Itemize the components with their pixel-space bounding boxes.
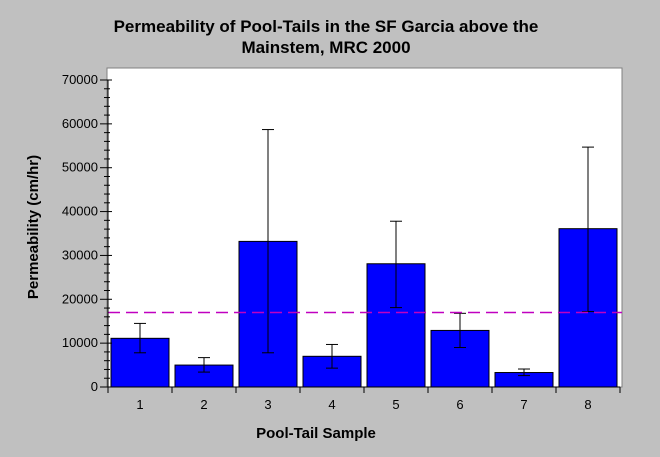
x-axis-title: Pool-Tail Sample [256,425,376,442]
y-tick-label-10000: 10000 [62,335,98,350]
y-tick-label-40000: 40000 [62,204,98,219]
x-tick-label-3: 3 [264,397,271,412]
x-tick-label-2: 2 [200,397,207,412]
chart-title-line-2: Mainstem, MRC 2000 [241,38,410,57]
x-tick-label-7: 7 [520,397,527,412]
y-tick-label-0: 0 [91,379,98,394]
error-bar-group [134,129,594,377]
x-tick-label-6: 6 [456,397,463,412]
y-tick-label-70000: 70000 [62,72,98,87]
y-tick-label-30000: 30000 [62,247,98,262]
y-axis: 0 10000 20000 30000 40000 50000 60000 70000 [62,72,112,394]
x-tick-label-5: 5 [392,397,399,412]
chart-title-line-1: Permeability of Pool-Tails in the SF Gar… [114,17,539,36]
x-tick-label-8: 8 [584,397,591,412]
y-tick-label-50000: 50000 [62,160,98,175]
y-tick-label-60000: 60000 [62,116,98,131]
y-axis-title: Permeability (cm/hr) [25,155,42,299]
x-axis: 1 2 3 4 5 6 7 8 [107,386,621,412]
x-tick-label-1: 1 [136,397,143,412]
y-tick-label-20000: 20000 [62,291,98,306]
plot-area [106,67,623,388]
x-tick-label-4: 4 [328,397,335,412]
